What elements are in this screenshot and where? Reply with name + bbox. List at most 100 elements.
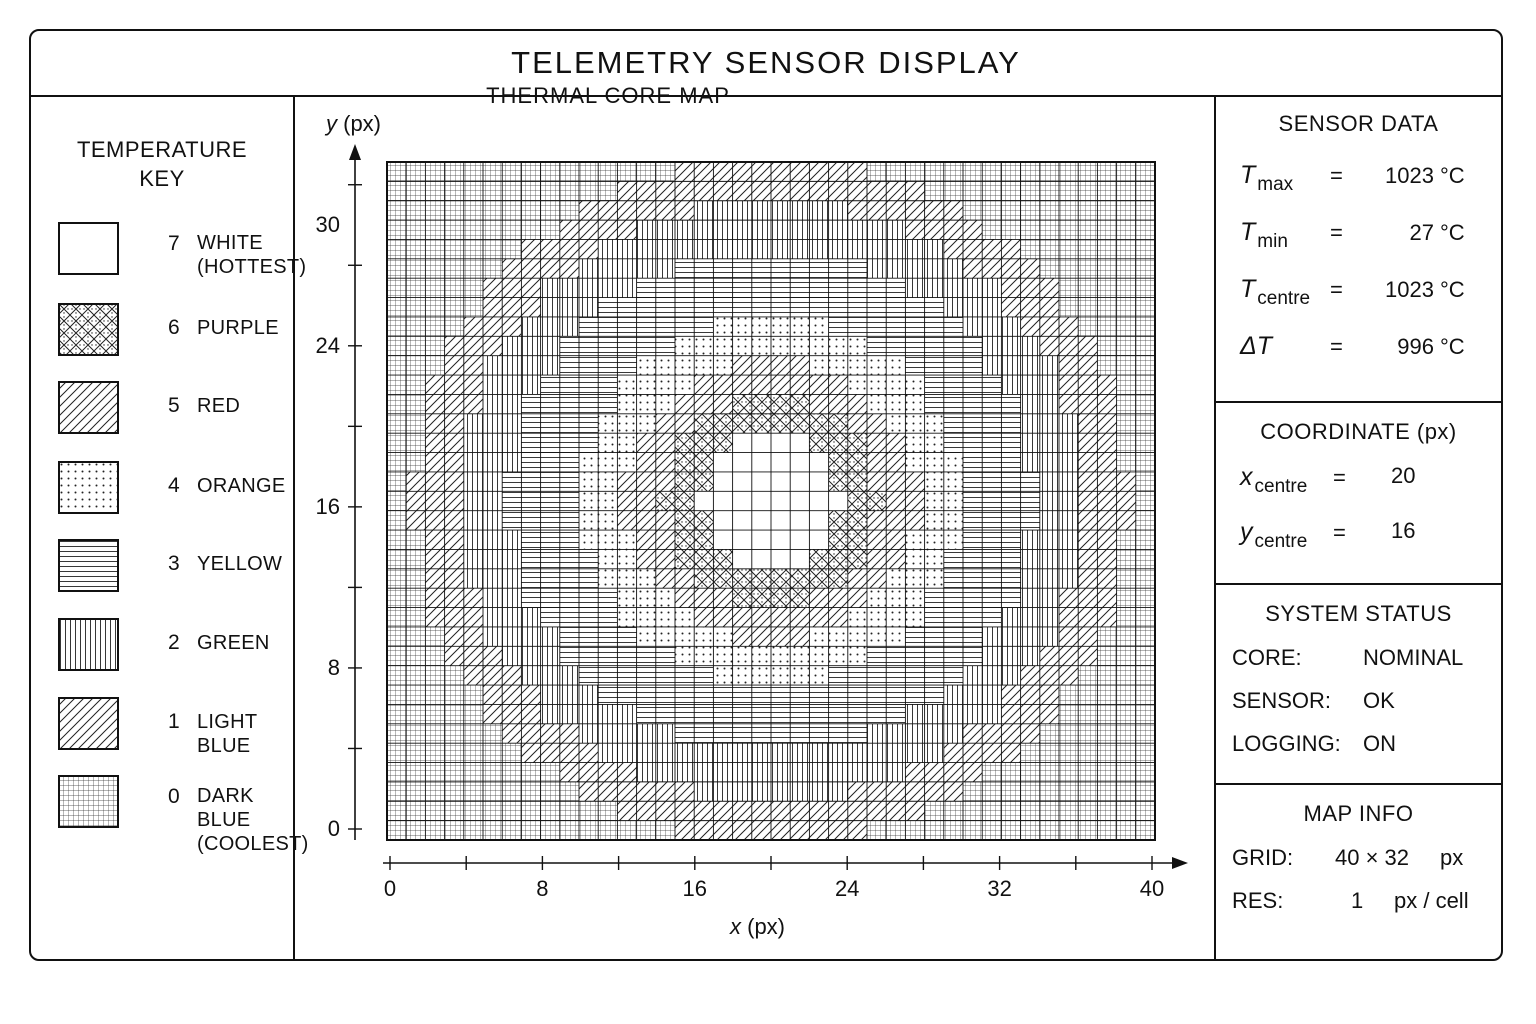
legend-label: YELLOW [197, 552, 282, 576]
symbol-main: x [1240, 463, 1253, 491]
coordinate-symbol: y centre [1240, 518, 1307, 552]
status-label: SENSOR: [1232, 688, 1332, 713]
legend-item-level-2: 2 GREEN [58, 618, 288, 672]
legend-swatch [58, 618, 119, 671]
y-tick-label: 0 [327, 816, 340, 841]
legend-level: 6 [168, 316, 180, 339]
legend-item-level-5: 5 RED [58, 381, 288, 435]
x-axis-label: x (px) [730, 914, 785, 940]
grid-label: GRID: [1232, 845, 1294, 870]
title-bar: TELEMETRY SENSOR DISPLAY [31, 31, 1501, 97]
equals-sign: = [1330, 163, 1343, 188]
sensor-symbol: ΔT [1240, 332, 1272, 361]
sensor-value: 996 [1397, 334, 1434, 359]
legend-item-level-6: 6 PURPLE [58, 303, 288, 357]
legend-swatch [58, 775, 119, 828]
legend-title-line2: KEY [139, 166, 185, 191]
legend-level: 3 [168, 552, 180, 575]
sensor-unit: °C [1440, 163, 1465, 188]
legend-label-text: GREEN [197, 632, 270, 654]
status-value: ON [1363, 731, 1396, 756]
x-tick-label: 0 [383, 876, 397, 901]
y-axis-var: y [326, 111, 337, 136]
legend-item-level-4: 4 ORANGE [58, 461, 288, 515]
symbol-sub: centre [1254, 476, 1308, 497]
legend-sublabel: (HOTTEST) [197, 256, 307, 278]
coordinate-panel: COORDINATE (px) x centre = 20 y centre = 16 [1216, 401, 1501, 583]
legend-title: TEMPERATURE KEY [31, 135, 293, 193]
map-info-panel: MAP INFO GRID: 40 × 32 px RES: 1 px / ce… [1216, 783, 1501, 959]
legend-swatch [58, 303, 119, 356]
legend-label-text: WHITE [197, 232, 263, 254]
res-value: 1 [1351, 888, 1364, 913]
x-tick-label: 40 [1139, 876, 1165, 901]
y-tick-label: 30 [315, 212, 340, 237]
sensor-unit: °C [1440, 220, 1465, 245]
legend-swatch [58, 697, 119, 750]
legend-label-text: DARK BLUE [197, 785, 254, 831]
legend-label-text: RED [197, 395, 241, 417]
legend-swatch [58, 381, 119, 434]
grid-value: 40 × 32 [1335, 845, 1410, 870]
symbol-sub: centre [1257, 288, 1311, 309]
y-tick-label: 24 [315, 332, 340, 358]
legend-level: 7 [168, 232, 180, 255]
symbol-main: T [1240, 161, 1256, 189]
legend-label-text: ORANGE [197, 475, 286, 497]
x-tick-label: 8 [536, 876, 549, 901]
sensor-value: 1023 [1385, 163, 1434, 188]
symbol-main: T [1240, 218, 1256, 246]
status-value: NOMINAL [1363, 645, 1464, 670]
legend-level: 2 [168, 631, 180, 654]
legend-level: 4 [168, 474, 180, 497]
coordinate-value: 16 [1391, 518, 1416, 543]
legend-title-line1: TEMPERATURE [76, 137, 248, 162]
sensor-value: 27 [1409, 220, 1434, 245]
symbol-main: ΔT [1240, 332, 1273, 360]
y-axis-unit: (px) [343, 111, 382, 136]
legend-level: 5 [168, 394, 180, 417]
y-axis-label: y (px) [326, 111, 381, 137]
coordinate-value: 20 [1391, 463, 1416, 488]
map-info-title: MAP INFO [1303, 801, 1414, 826]
window-title: TELEMETRY SENSOR DISPLAY [511, 45, 1021, 80]
x-tick-label: 32 [987, 876, 1012, 901]
legend-label: PURPLE [197, 316, 279, 340]
x-tick-label: 24 [834, 876, 860, 901]
y-tick-label: 8 [327, 654, 340, 680]
symbol-sub: max [1257, 174, 1294, 195]
legend-label: DARK BLUE (COOLEST) [197, 784, 309, 856]
legend-swatch [58, 461, 119, 514]
legend-level: 0 [168, 785, 180, 808]
display-frame: TELEMETRY SENSOR DISPLAY TEMPERATURE KEY… [29, 29, 1503, 961]
system-status-title: SYSTEM STATUS [1265, 601, 1452, 626]
res-unit: px / cell [1394, 888, 1469, 913]
legend-label: RED [197, 394, 240, 418]
legend-label-text: LIGHT BLUE [197, 711, 258, 757]
status-label: CORE: [1232, 645, 1302, 670]
legend-item-level-7: 7 WHITE (HOTTEST) [58, 222, 306, 278]
y-tick-label: 16 [315, 493, 340, 519]
coordinate-symbol: x centre [1240, 463, 1307, 497]
x-axis-var: x [730, 914, 741, 939]
equals-sign: = [1333, 465, 1346, 490]
legend-level: 1 [168, 710, 180, 733]
sensor-unit: °C [1440, 277, 1465, 302]
symbol-main: T [1240, 275, 1256, 303]
equals-sign: = [1330, 334, 1343, 359]
legend-label: LIGHT BLUE [197, 710, 288, 758]
legend-label: ORANGE [197, 474, 285, 498]
legend-label: GREEN [197, 631, 270, 655]
symbol-sub: min [1257, 231, 1288, 252]
coordinate-title: COORDINATE (px) [1260, 419, 1457, 444]
res-label: RES: [1232, 888, 1284, 913]
symbol-main: y [1240, 518, 1253, 546]
legend-sublabel: (COOLEST) [197, 833, 309, 855]
temperature-key-panel: TEMPERATURE KEY 7 WHITE (HOTTEST) 6 PURPLE 5 R… [31, 95, 308, 959]
status-label: LOGGING: [1232, 731, 1341, 756]
legend-label-text: PURPLE [197, 317, 279, 339]
map-title: THERMAL CORE MAP [486, 83, 730, 108]
grid-unit: px [1440, 845, 1464, 870]
